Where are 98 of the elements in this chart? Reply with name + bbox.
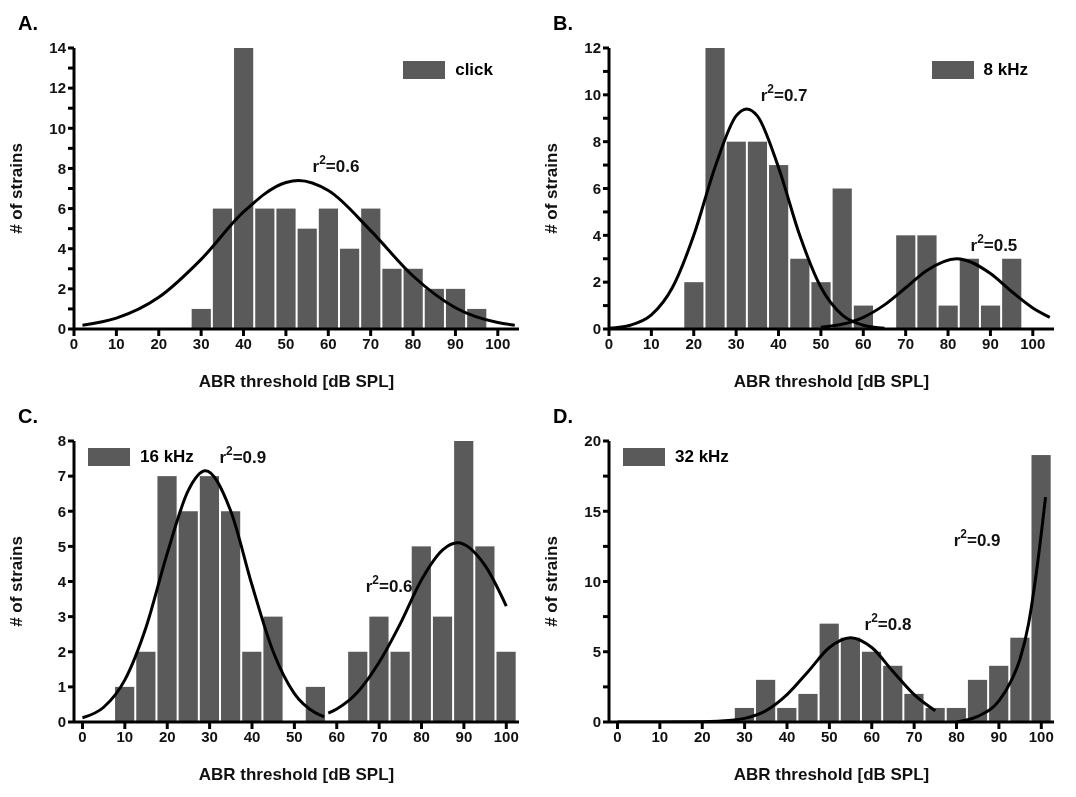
x-tick-label: 10 [651, 727, 669, 745]
legend-label: click [455, 60, 493, 80]
x-tick-label: 70 [897, 334, 915, 352]
x-tick-label: 80 [948, 727, 965, 745]
legend-label: 32 kHz [675, 447, 729, 467]
x-tick-label: 50 [286, 727, 303, 745]
x-tick-label: 80 [413, 727, 430, 745]
y-axis-title: # of strains [542, 536, 562, 627]
x-tick-label: 70 [362, 334, 380, 352]
y-tick-label: 6 [57, 199, 66, 217]
x-tick-label: 40 [770, 334, 787, 352]
y-tick-label: 4 [592, 226, 602, 244]
x-tick-label: 0 [69, 334, 79, 352]
x-tick-label: 80 [404, 334, 422, 352]
annotation: r$^{2}$=0.5 [970, 231, 1018, 256]
line-series [80, 178, 517, 327]
x-tick-label: 70 [370, 727, 388, 745]
x-tick-label: 40 [243, 727, 261, 745]
y-tick-label: 5 [592, 643, 601, 661]
x-axis-title: ABR threshold [dB SPL] [198, 765, 395, 784]
x-tick-label: 0 [78, 727, 87, 745]
y-tick-label: 7 [57, 467, 66, 485]
y-tick-label: 6 [57, 502, 66, 520]
x-tick-label: 10 [108, 334, 125, 352]
y-tick-label: 4 [57, 240, 67, 258]
x-tick-label: 50 [821, 727, 838, 745]
y-tick-label: 0 [592, 320, 601, 338]
y-tick-label: 2 [57, 280, 66, 298]
x-tick-label: 10 [643, 334, 660, 352]
x-tick-label: 90 [990, 727, 1008, 745]
legend-label: 16 kHz [140, 447, 194, 467]
x-tick-label: 60 [854, 334, 872, 352]
x-tick-label: 100 [1020, 334, 1046, 352]
y-axis-title: # of strains [7, 143, 27, 234]
y-tick-label: 0 [57, 320, 66, 338]
y-tick-label: 2 [592, 273, 601, 291]
y-tick-label: 20 [584, 432, 601, 450]
y-tick-label: 2 [57, 643, 66, 661]
annotation: r$^{2}$=0.6 [312, 153, 360, 177]
y-tick-label: 0 [57, 713, 66, 731]
annotation: r$^{2}$=0.6 [365, 573, 413, 597]
x-axis-title: ABR threshold [dB SPL] [198, 372, 395, 391]
x-axis-title: ABR threshold [dB SPL] [733, 765, 930, 784]
y-tick-label: 12 [49, 79, 66, 97]
y-tick-label: 1 [57, 678, 66, 696]
x-tick-label: 20 [685, 334, 703, 352]
y-tick-label: 10 [49, 119, 66, 137]
x-tick-label: 30 [727, 334, 745, 352]
y-tick-label: 12 [584, 39, 601, 57]
x-tick-label: 0 [613, 727, 622, 745]
x-tick-label: 20 [693, 727, 711, 745]
y-tick-label: 3 [57, 607, 66, 625]
chart-title: B. [553, 12, 573, 35]
y-tick-label: 4 [57, 572, 67, 590]
x-tick-label: 90 [982, 334, 999, 352]
x-tick-label: 60 [863, 727, 881, 745]
y-tick-label: 15 [584, 502, 601, 520]
x-tick-label: 60 [328, 727, 346, 745]
y-tick-label: 14 [49, 39, 67, 57]
chart-title: A. [18, 12, 38, 35]
y-tick-label: 10 [584, 86, 601, 104]
x-tick-label: 10 [116, 727, 134, 745]
x-tick-label: 30 [201, 727, 218, 745]
x-tick-label: 60 [319, 334, 337, 352]
x-tick-label: 20 [158, 727, 176, 745]
x-tick-label: 70 [905, 727, 923, 745]
x-axis-title: ABR threshold [dB SPL] [733, 372, 930, 391]
x-tick-label: 0 [604, 334, 614, 352]
x-tick-label: 90 [455, 727, 473, 745]
x-tick-label: 50 [277, 334, 295, 352]
x-tick-label: 20 [150, 334, 168, 352]
x-tick-label: 30 [736, 727, 753, 745]
y-tick-label: 8 [57, 432, 66, 450]
y-axis-title: # of strains [7, 536, 27, 627]
y-tick-label: 8 [592, 132, 601, 150]
y-axis-title: # of strains [542, 143, 562, 234]
x-tick-label: 100 [1028, 727, 1054, 745]
x-tick-label: 30 [192, 334, 210, 352]
x-tick-label: 100 [493, 727, 519, 745]
y-tick-label: 8 [57, 159, 66, 177]
annotation: r$^{2}$=0.8 [864, 610, 912, 635]
annotation: r$^{2}$=0.7 [760, 82, 808, 106]
x-tick-label: 40 [235, 334, 252, 352]
y-tick-label: 0 [592, 713, 601, 731]
y-tick-label: 5 [57, 537, 66, 555]
legend-label: 8 kHz [983, 60, 1028, 80]
annotation: r$^{2}$=0.9 [219, 444, 267, 468]
x-tick-label: 50 [812, 334, 830, 352]
line-series [326, 541, 508, 715]
x-tick-label: 40 [778, 727, 796, 745]
annotation: r$^{2}$=0.9 [953, 527, 1001, 551]
y-tick-label: 6 [592, 179, 601, 197]
x-tick-label: 90 [447, 334, 464, 352]
chart-title: C. [18, 405, 38, 428]
chart-title: D. [553, 405, 573, 428]
y-tick-label: 10 [584, 572, 601, 590]
x-tick-label: 80 [939, 334, 957, 352]
x-tick-label: 100 [485, 334, 511, 352]
